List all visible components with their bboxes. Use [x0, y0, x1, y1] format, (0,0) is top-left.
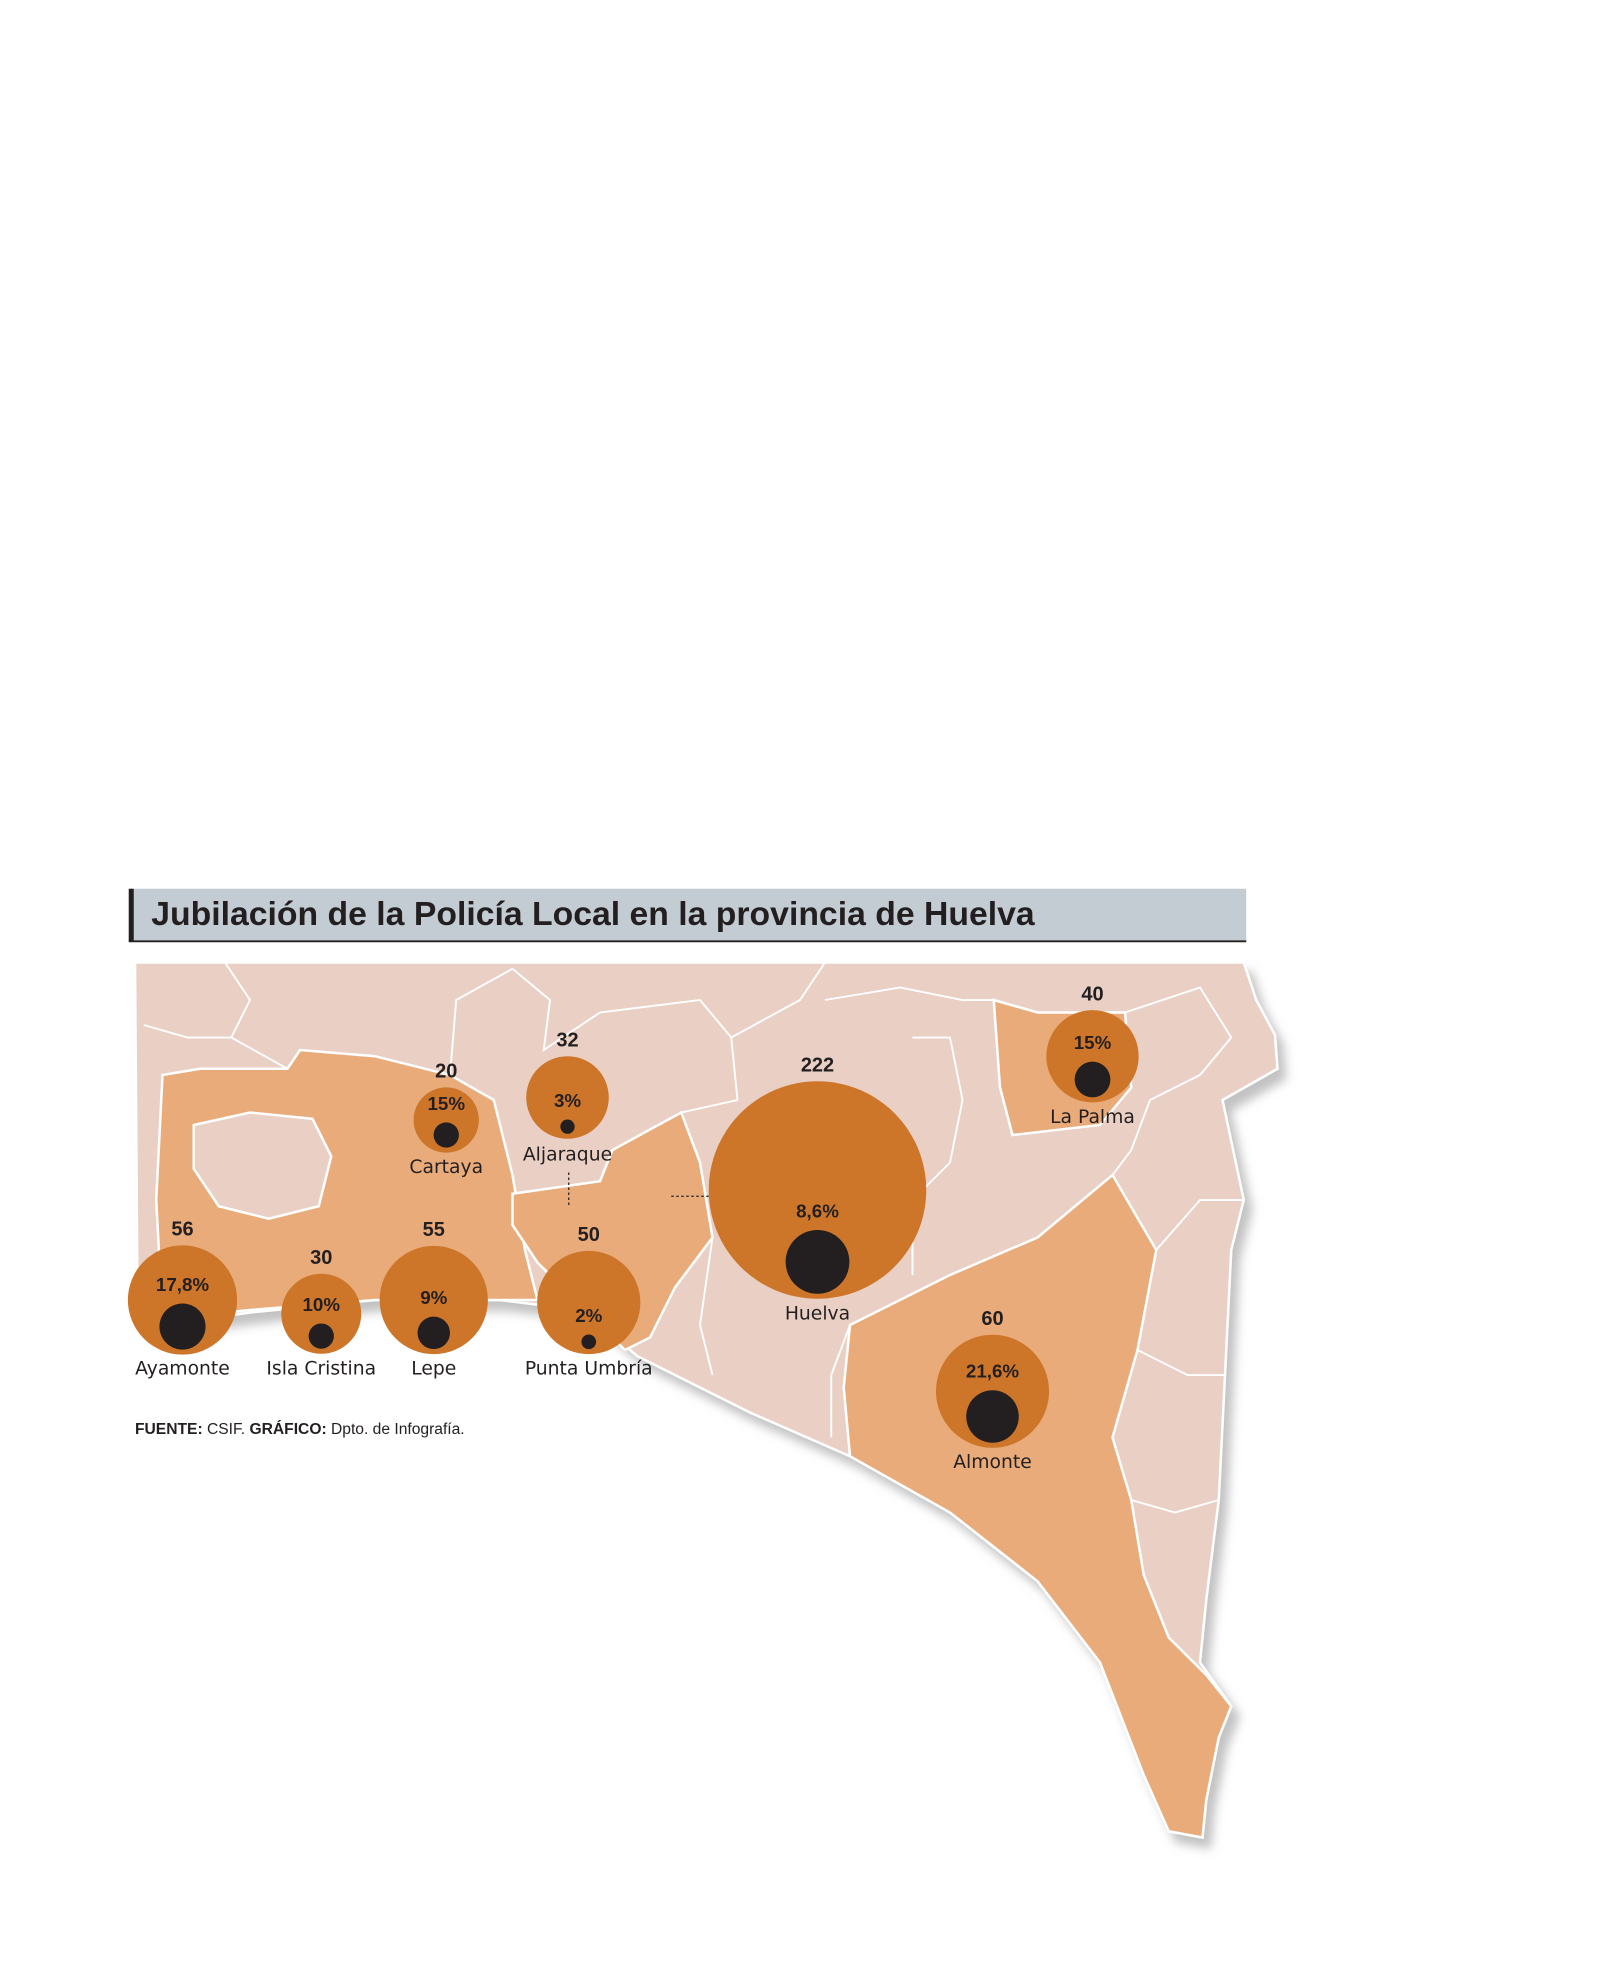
total-label: 20 — [435, 1061, 457, 1083]
total-bubble — [413, 1087, 479, 1153]
percent-dot — [1074, 1061, 1111, 1098]
city-name: Lepe — [411, 1358, 456, 1379]
border — [824, 986, 994, 1001]
city-name: Ayamonte — [135, 1358, 230, 1379]
border — [1130, 1499, 1220, 1514]
percent-label: 3% — [554, 1090, 581, 1111]
percent-label: 15% — [1074, 1032, 1112, 1053]
percent-label: 8,6% — [796, 1200, 839, 1221]
region — [842, 1173, 1233, 1839]
percent-dot — [159, 1303, 206, 1350]
percent-label: 2% — [575, 1305, 602, 1326]
title-bar: Jubilación de la Policía Local en la pro… — [128, 888, 1247, 943]
percent-dot — [560, 1119, 575, 1134]
percent-label: 9% — [420, 1287, 447, 1308]
source-label: FUENTE: — [135, 1421, 203, 1438]
graphic-label: GRÁFICO: — [250, 1419, 327, 1438]
city-name: Aljaraque — [523, 1145, 612, 1166]
percent-label: 17,8% — [156, 1274, 209, 1295]
border — [1111, 986, 1233, 1176]
percent-dot — [581, 1334, 597, 1350]
total-bubble — [281, 1273, 362, 1354]
percent-dot — [308, 1323, 334, 1349]
title-background — [128, 888, 1247, 942]
source: FUENTE: CSIF. GRÁFICO: Dpto. de Infograf… — [135, 1419, 465, 1438]
total-label: 30 — [310, 1247, 332, 1269]
border — [511, 968, 739, 1114]
total-bubble — [526, 1056, 609, 1139]
source-text: CSIF. — [207, 1421, 245, 1438]
percent-dot — [785, 1229, 850, 1294]
border — [830, 1324, 851, 1438]
percent-label: 15% — [427, 1093, 465, 1114]
total-label: 56 — [171, 1219, 193, 1241]
leader-lines — [568, 1172, 709, 1208]
border — [143, 1024, 232, 1039]
city-name: Punta Umbría — [525, 1358, 653, 1379]
border — [699, 1237, 714, 1376]
percent-label: 21,6% — [966, 1361, 1019, 1382]
total-bubble — [708, 1081, 927, 1299]
graphic-text: Dpto. de Infografía. — [331, 1421, 465, 1438]
chart-title: Jubilación de la Policía Local en la pro… — [151, 895, 1035, 933]
border — [730, 961, 826, 1039]
total-bubble — [379, 1245, 488, 1355]
total-bubble — [537, 1250, 641, 1355]
city-name: La Palma — [1050, 1107, 1135, 1128]
city-name: Almonte — [953, 1452, 1032, 1473]
borders — [143, 961, 1244, 1514]
total-label: 55 — [423, 1219, 445, 1241]
percent-label: 10% — [302, 1294, 340, 1315]
border — [1155, 1199, 1244, 1251]
border — [224, 961, 288, 1070]
total-bubble — [127, 1245, 238, 1355]
total-label: 32 — [556, 1029, 578, 1051]
percent-dot — [417, 1316, 450, 1350]
total-label: 40 — [1081, 983, 1103, 1005]
total-label: 222 — [801, 1055, 834, 1077]
bubbles: 56 17,8% Ayamonte 30 10% Isla Cristina 55 9% Lep… — [127, 983, 1139, 1473]
percent-dot — [433, 1122, 459, 1148]
title-accent — [128, 888, 134, 942]
region — [192, 1111, 333, 1221]
border — [449, 967, 513, 1076]
percent-dot — [966, 1390, 1019, 1443]
total-label: 50 — [578, 1224, 600, 1246]
border — [1137, 1349, 1225, 1376]
city-name: Huelva — [785, 1303, 850, 1324]
total-label: 60 — [981, 1308, 1003, 1330]
region — [511, 1110, 714, 1352]
total-bubble — [1046, 1010, 1139, 1103]
city-name: Cartaya — [409, 1157, 483, 1178]
city-name: Isla Cristina — [266, 1358, 376, 1379]
